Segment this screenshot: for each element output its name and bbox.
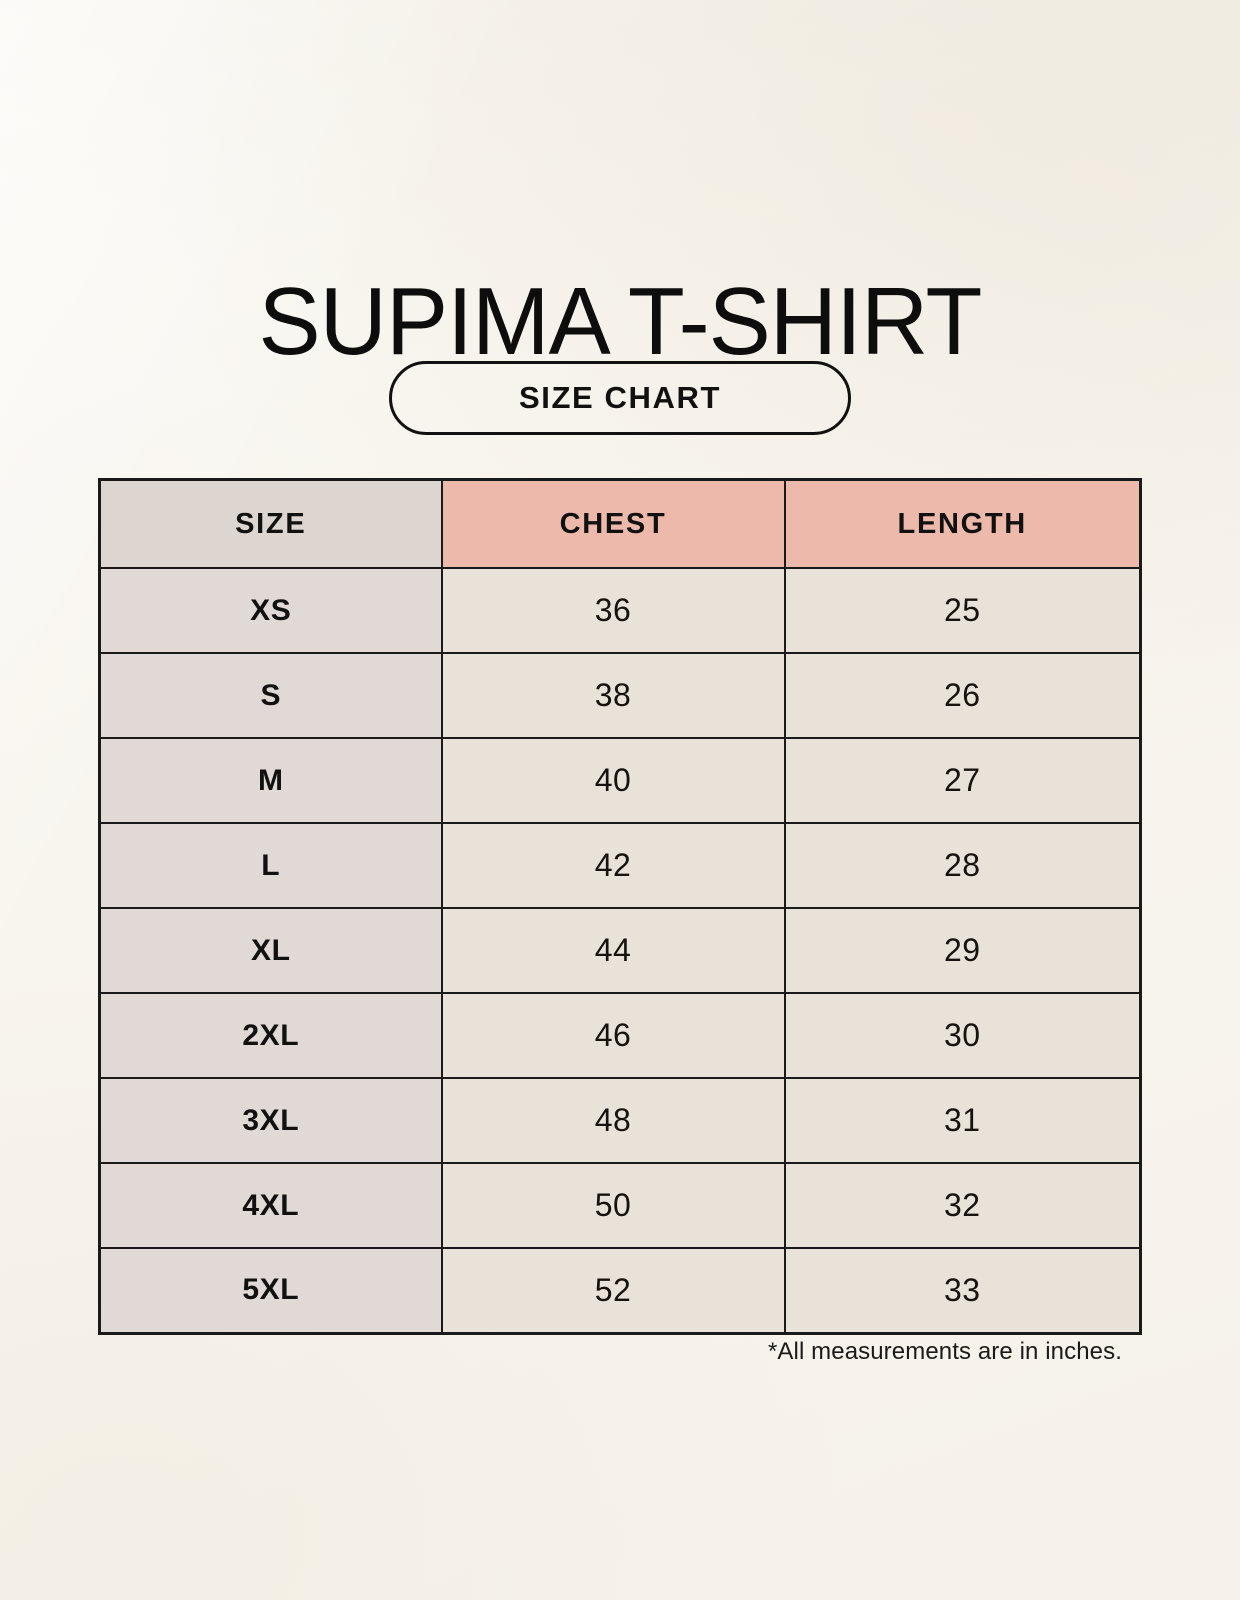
cell-size: XS: [98, 567, 443, 654]
cell-chest: 50: [440, 1162, 786, 1249]
cell-chest: 44: [440, 907, 786, 994]
table-row: 4XL 50 32: [98, 1162, 1142, 1249]
cell-length: 25: [783, 567, 1142, 654]
size-chart-badge: SIZE CHART: [389, 361, 851, 435]
cell-chest: 46: [440, 992, 786, 1079]
cell-chest: 52: [440, 1247, 786, 1334]
cell-length: 27: [783, 737, 1142, 824]
cell-size: XL: [98, 907, 443, 994]
cell-length: 26: [783, 652, 1142, 739]
table-row: M 40 27: [98, 737, 1142, 824]
cell-chest: 48: [440, 1077, 786, 1164]
cell-size: L: [98, 822, 443, 909]
cell-size: 3XL: [98, 1077, 443, 1164]
column-header-length: LENGTH: [783, 478, 1142, 569]
cell-length: 32: [783, 1162, 1142, 1249]
size-table-container: SIZE CHEST LENGTH XS 36 25 S 38 26 M: [98, 478, 1142, 1335]
cell-chest: 42: [440, 822, 786, 909]
cell-length: 33: [783, 1247, 1142, 1334]
cell-chest: 38: [440, 652, 786, 739]
table-body: XS 36 25 S 38 26 M 40 27 L 42 28: [98, 567, 1142, 1334]
table-row: XS 36 25: [98, 567, 1142, 654]
table-row: 5XL 52 33: [98, 1247, 1142, 1334]
cell-chest: 40: [440, 737, 786, 824]
column-header-chest: CHEST: [440, 478, 786, 569]
cell-length: 28: [783, 822, 1142, 909]
badge-container: SIZE CHART: [0, 361, 1240, 435]
cell-size: 2XL: [98, 992, 443, 1079]
table-row: S 38 26: [98, 652, 1142, 739]
table-row: L 42 28: [98, 822, 1142, 909]
cell-length: 31: [783, 1077, 1142, 1164]
cell-length: 30: [783, 992, 1142, 1079]
cell-chest: 36: [440, 567, 786, 654]
column-header-size: SIZE: [98, 478, 443, 569]
cell-size: 4XL: [98, 1162, 443, 1249]
measurement-footnote: *All measurements are in inches.: [767, 1338, 1122, 1365]
table-header-row: SIZE CHEST LENGTH: [98, 478, 1142, 569]
page-title: SUPIMA T-SHIRT: [258, 268, 983, 376]
table-row: XL 44 29: [98, 907, 1142, 994]
size-chart-badge-label: SIZE CHART: [519, 380, 721, 415]
cell-size: M: [98, 737, 443, 824]
table-header: SIZE CHEST LENGTH: [98, 478, 1142, 569]
cell-length: 29: [783, 907, 1142, 994]
table-row: 3XL 48 31: [98, 1077, 1142, 1164]
cell-size: S: [98, 652, 443, 739]
table-row: 2XL 46 30: [98, 992, 1142, 1079]
size-chart-table: SIZE CHEST LENGTH XS 36 25 S 38 26 M: [98, 478, 1142, 1335]
cell-size: 5XL: [98, 1247, 443, 1334]
